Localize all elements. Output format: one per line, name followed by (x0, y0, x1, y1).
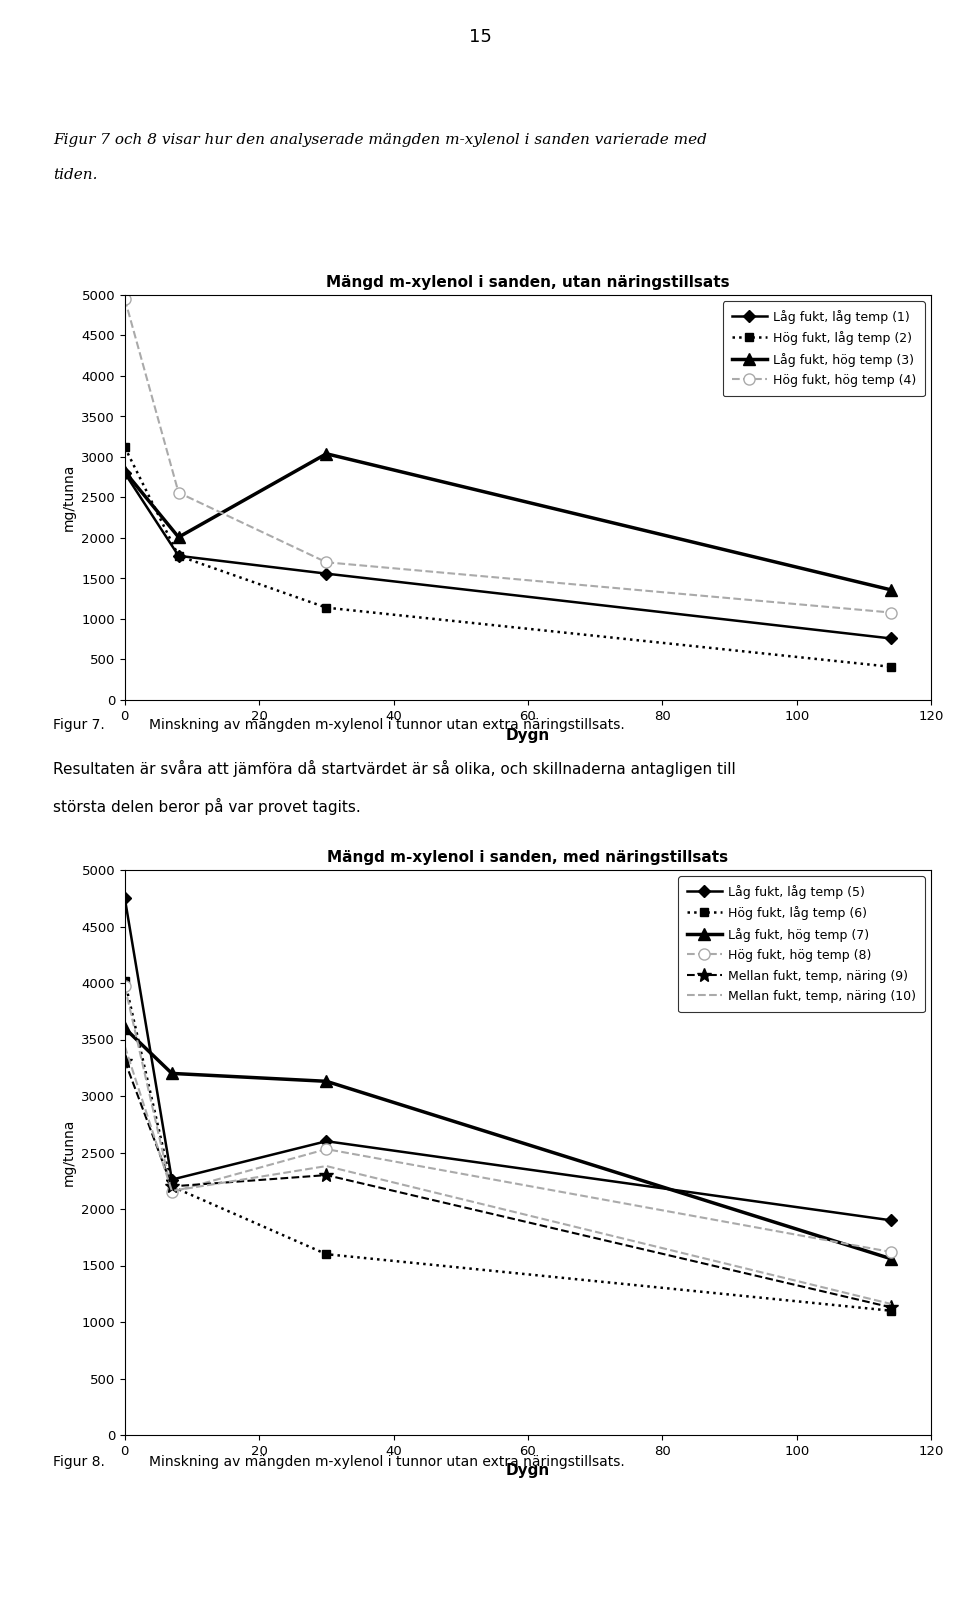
Y-axis label: mg/tunna: mg/tunna (61, 1119, 76, 1187)
Line: Låg fukt, låg temp (5): Låg fukt, låg temp (5) (121, 894, 895, 1225)
Hög fukt, hög temp (4) (119, 290, 131, 309)
Hög fukt, hög temp (8) (166, 1182, 178, 1201)
Line: Hög fukt, låg temp (6): Hög fukt, låg temp (6) (121, 977, 895, 1315)
Hög fukt, hög temp (8) (321, 1140, 332, 1159)
Text: Figur 8.: Figur 8. (53, 1455, 105, 1468)
X-axis label: Dygn: Dygn (506, 1463, 550, 1478)
Låg fukt, hög temp (7) (166, 1064, 178, 1084)
X-axis label: Dygn: Dygn (506, 728, 550, 744)
Mellan fukt, temp, näring (9) (166, 1177, 178, 1196)
Låg fukt, hög temp (3) (173, 528, 184, 547)
Hög fukt, låg temp (2) (321, 597, 332, 617)
Text: Resultaten är svåra att jämföra då startvärdet är så olika, och skillnaderna ant: Resultaten är svåra att jämföra då start… (53, 760, 735, 778)
Låg fukt, hög temp (3) (885, 580, 897, 599)
Hög fukt, hög temp (4) (885, 602, 897, 621)
Mellan fukt, temp, näring (10) (885, 1294, 897, 1314)
Hög fukt, låg temp (2) (885, 657, 897, 676)
Legend: Låg fukt, låg temp (1), Hög fukt, låg temp (2), Låg fukt, hög temp (3), Hög fukt: Låg fukt, låg temp (1), Hög fukt, låg te… (723, 301, 924, 396)
Hög fukt, låg temp (6) (885, 1301, 897, 1320)
Line: Låg fukt, låg temp (1): Låg fukt, låg temp (1) (121, 469, 895, 642)
Låg fukt, hög temp (7) (321, 1072, 332, 1092)
Line: Låg fukt, hög temp (3): Låg fukt, hög temp (3) (119, 448, 897, 596)
Text: Minskning av mängden m-xylenol i tunnor utan extra näringstillsats.: Minskning av mängden m-xylenol i tunnor … (149, 718, 625, 733)
Låg fukt, hög temp (3) (321, 444, 332, 464)
Låg fukt, låg temp (1) (885, 630, 897, 649)
Text: Minskning av mängden m-xylenol i tunnor utan extra näringstillsats.: Minskning av mängden m-xylenol i tunnor … (149, 1455, 625, 1468)
Låg fukt, låg temp (5) (119, 889, 131, 908)
Y-axis label: mg/tunna: mg/tunna (61, 464, 76, 531)
Text: Figur 7 och 8 visar hur den analyserade mängden m-xylenol i sanden varierade med: Figur 7 och 8 visar hur den analyserade … (53, 134, 707, 147)
Låg fukt, hög temp (7) (885, 1249, 897, 1269)
Hög fukt, låg temp (2) (173, 546, 184, 565)
Låg fukt, låg temp (1) (173, 546, 184, 565)
Mellan fukt, temp, näring (10) (119, 1037, 131, 1056)
Line: Hög fukt, hög temp (4): Hög fukt, hög temp (4) (119, 293, 897, 618)
Text: största delen beror på var provet tagits.: största delen beror på var provet tagits… (53, 799, 361, 815)
Hög fukt, hög temp (4) (173, 483, 184, 502)
Legend: Låg fukt, låg temp (5), Hög fukt, låg temp (6), Låg fukt, hög temp (7), Hög fukt: Låg fukt, låg temp (5), Hög fukt, låg te… (678, 876, 924, 1013)
Text: tiden.: tiden. (53, 167, 97, 182)
Mellan fukt, temp, näring (9) (885, 1298, 897, 1317)
Hög fukt, låg temp (2) (119, 438, 131, 457)
Line: Hög fukt, hög temp (8): Hög fukt, hög temp (8) (119, 980, 897, 1257)
Hög fukt, hög temp (8) (119, 977, 131, 997)
Text: 15: 15 (468, 27, 492, 47)
Låg fukt, låg temp (5) (166, 1170, 178, 1190)
Mellan fukt, temp, näring (9) (119, 1051, 131, 1071)
Title: Mängd m-xylenol i sanden, med näringstillsats: Mängd m-xylenol i sanden, med näringstil… (327, 850, 729, 865)
Mellan fukt, temp, näring (10) (321, 1156, 332, 1175)
Hög fukt, hög temp (8) (885, 1243, 897, 1262)
Låg fukt, hög temp (3) (119, 462, 131, 481)
Låg fukt, låg temp (1) (119, 464, 131, 483)
Mellan fukt, temp, näring (9) (321, 1166, 332, 1185)
Låg fukt, hög temp (7) (119, 1019, 131, 1038)
Hög fukt, hög temp (4) (321, 552, 332, 572)
Line: Mellan fukt, temp, näring (10): Mellan fukt, temp, näring (10) (125, 1046, 891, 1304)
Text: Figur 7.: Figur 7. (53, 718, 105, 733)
Hög fukt, låg temp (6) (166, 1177, 178, 1196)
Hög fukt, låg temp (6) (119, 971, 131, 990)
Låg fukt, låg temp (1) (321, 564, 332, 583)
Title: Mängd m-xylenol i sanden, utan näringstillsats: Mängd m-xylenol i sanden, utan näringsti… (326, 275, 730, 290)
Låg fukt, låg temp (5) (321, 1132, 332, 1151)
Hög fukt, låg temp (6) (321, 1245, 332, 1264)
Line: Låg fukt, hög temp (7): Låg fukt, hög temp (7) (119, 1022, 897, 1264)
Line: Hög fukt, låg temp (2): Hög fukt, låg temp (2) (121, 443, 895, 671)
Line: Mellan fukt, temp, näring (9): Mellan fukt, temp, näring (9) (118, 1055, 898, 1314)
Låg fukt, låg temp (5) (885, 1211, 897, 1230)
Mellan fukt, temp, näring (10) (166, 1182, 178, 1201)
